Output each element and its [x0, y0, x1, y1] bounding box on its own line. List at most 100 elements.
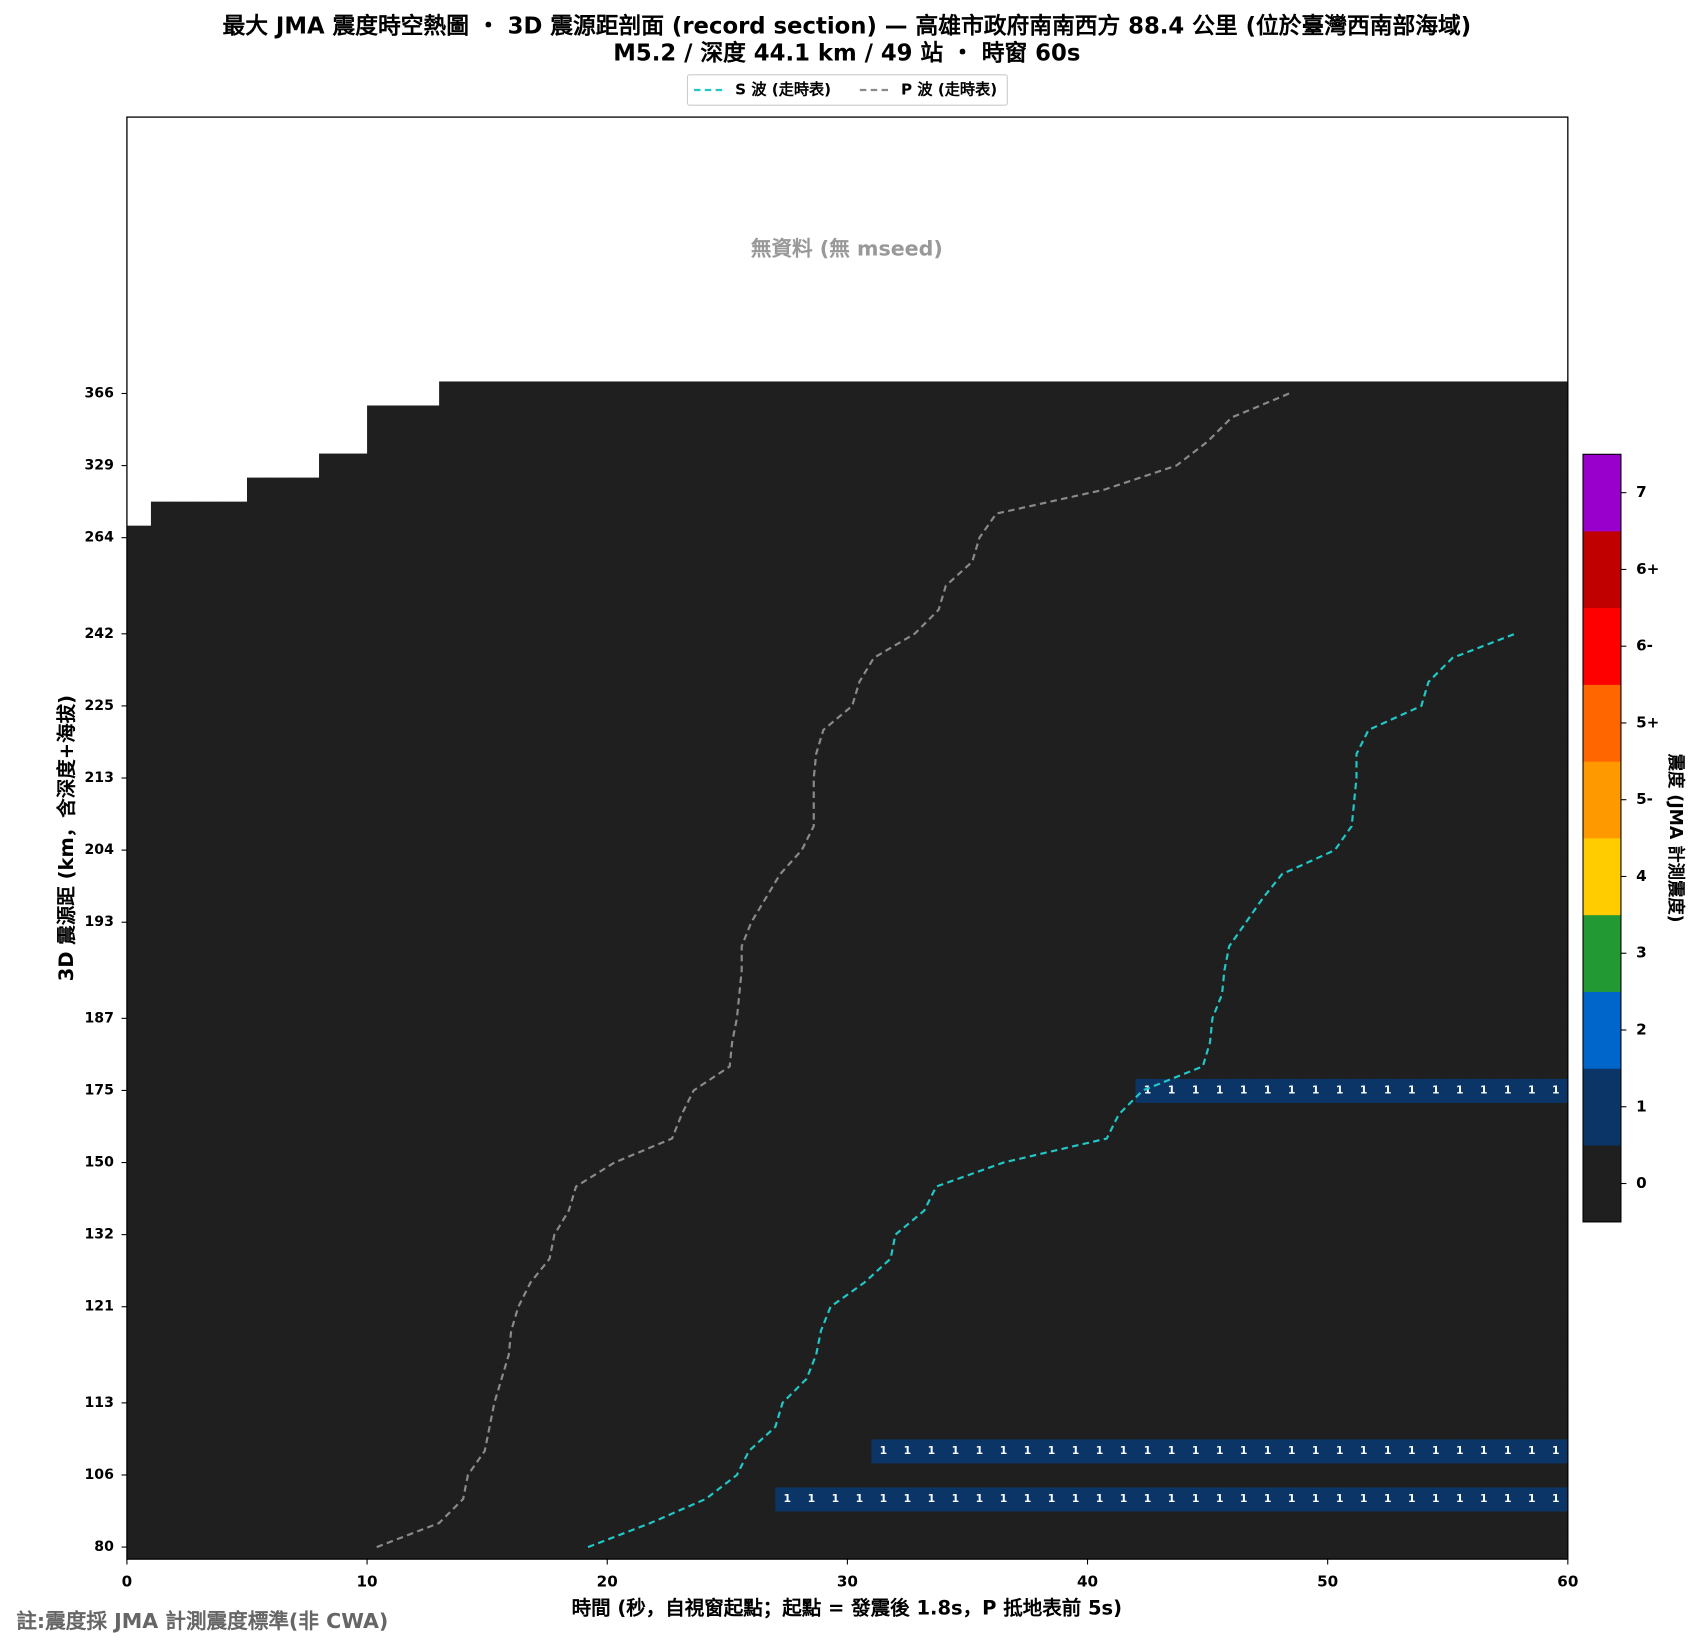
heatmap-cell [775, 886, 800, 911]
cell-value-label: 1 [1432, 1492, 1440, 1505]
heatmap-cell [391, 1535, 416, 1560]
heatmap-cell [222, 958, 248, 983]
heatmap-cell [703, 621, 728, 647]
cell-value-label: 1 [1144, 1492, 1152, 1505]
heatmap-cell [1399, 1535, 1425, 1560]
heatmap-cell [319, 1030, 344, 1055]
heatmap-cell [1303, 1511, 1329, 1536]
y-axis-label: 3D 震源距 (km，含深度+海拔) [55, 695, 78, 981]
heatmap-cell [727, 1438, 752, 1464]
colorbar-tick-label: 6- [1636, 637, 1653, 655]
heatmap-cell [1231, 405, 1257, 430]
heatmap-cell [1039, 1222, 1064, 1248]
heatmap-cell [1447, 549, 1473, 575]
heatmap-cell [943, 1198, 968, 1224]
heatmap-cell [511, 1414, 536, 1440]
heatmap-cell [967, 1102, 992, 1127]
heatmap-cell [222, 1054, 248, 1079]
heatmap-cell [1087, 1222, 1112, 1248]
heatmap-cell [1447, 741, 1473, 767]
heatmap-cell [271, 1222, 296, 1248]
heatmap-cell [1135, 934, 1161, 959]
heatmap-cell [727, 1294, 752, 1320]
heatmap-cell [1111, 621, 1136, 647]
heatmap-cell [126, 717, 152, 743]
heatmap-cell [174, 838, 200, 863]
heatmap-cell [1351, 1270, 1377, 1296]
heatmap-cell [1303, 1078, 1329, 1103]
heatmap-cell [631, 1270, 656, 1296]
cell-value-label: 1 [1360, 1492, 1368, 1505]
heatmap-cell [871, 1006, 896, 1031]
heatmap-cell [1303, 645, 1329, 671]
heatmap-cell [126, 1270, 152, 1296]
heatmap-cell [511, 1054, 536, 1079]
heatmap-cell [967, 982, 992, 1007]
heatmap-cell [391, 886, 416, 911]
heatmap-cell [1519, 429, 1545, 454]
heatmap-cell [1471, 741, 1497, 767]
heatmap-cell [126, 1318, 152, 1344]
heatmap-cell [1111, 862, 1136, 887]
heatmap-cell [1399, 501, 1425, 527]
heatmap-cell [1519, 1438, 1545, 1464]
heatmap-cell [1423, 1535, 1449, 1560]
heatmap-cell [1183, 765, 1209, 791]
heatmap-cell [415, 1462, 440, 1488]
heatmap-cell [943, 1414, 968, 1440]
heatmap-cell [679, 1198, 704, 1224]
heatmap-cell [871, 405, 896, 430]
heatmap-cell [1159, 1438, 1185, 1464]
heatmap-cell [775, 1030, 800, 1055]
heatmap-cell [823, 381, 848, 406]
heatmap-cell [1375, 1246, 1401, 1272]
heatmap-cell [1039, 1511, 1064, 1536]
heatmap-cell [751, 741, 776, 767]
heatmap-cell [1399, 1486, 1425, 1512]
heatmap-cell [1111, 1030, 1136, 1055]
heatmap-cell [1399, 838, 1425, 863]
heatmap-cell [871, 1294, 896, 1320]
heatmap-cell [751, 1246, 776, 1272]
heatmap-cell [1159, 741, 1185, 767]
heatmap-cell [895, 1486, 920, 1512]
heatmap-cell [1063, 669, 1088, 695]
heatmap-cell [679, 1078, 704, 1103]
heatmap-cell [679, 381, 704, 406]
heatmap-cell [1087, 741, 1112, 767]
heatmap-cell [823, 1174, 848, 1200]
heatmap-cell [535, 1198, 560, 1224]
heatmap-cell [1135, 501, 1161, 527]
heatmap-cell [895, 958, 920, 983]
heatmap-cell [1279, 549, 1305, 575]
heatmap-cell [487, 477, 512, 503]
heatmap-cell [1063, 1270, 1088, 1296]
heatmap-cell [847, 1366, 872, 1392]
heatmap-cell [246, 1390, 272, 1416]
heatmap-cell [871, 1174, 896, 1200]
heatmap-cell [895, 1462, 920, 1488]
heatmap-cell [367, 790, 392, 815]
heatmap-cell [1111, 1006, 1136, 1031]
heatmap-cell [583, 1198, 608, 1224]
heatmap-cell [1327, 958, 1353, 983]
heatmap-cell [271, 886, 296, 911]
heatmap-cell [535, 814, 560, 839]
heatmap-cell [583, 1054, 608, 1079]
x-tick-label: 60 [1557, 1572, 1578, 1590]
heatmap-cell [415, 765, 440, 791]
heatmap-cell [415, 910, 440, 935]
heatmap-cell [919, 790, 944, 815]
heatmap-cell [415, 1438, 440, 1464]
heatmap-cell [1135, 1535, 1161, 1560]
heatmap-cell [126, 1438, 152, 1464]
heatmap-cell [1255, 717, 1281, 743]
heatmap-cell [751, 886, 776, 911]
legend-box [686, 74, 1008, 106]
heatmap-cell [823, 741, 848, 767]
heatmap-cell [751, 1222, 776, 1248]
heatmap-cell [775, 1078, 800, 1103]
heatmap-cell [727, 910, 752, 935]
heatmap-cell [703, 838, 728, 863]
heatmap-cell [1135, 1198, 1161, 1224]
